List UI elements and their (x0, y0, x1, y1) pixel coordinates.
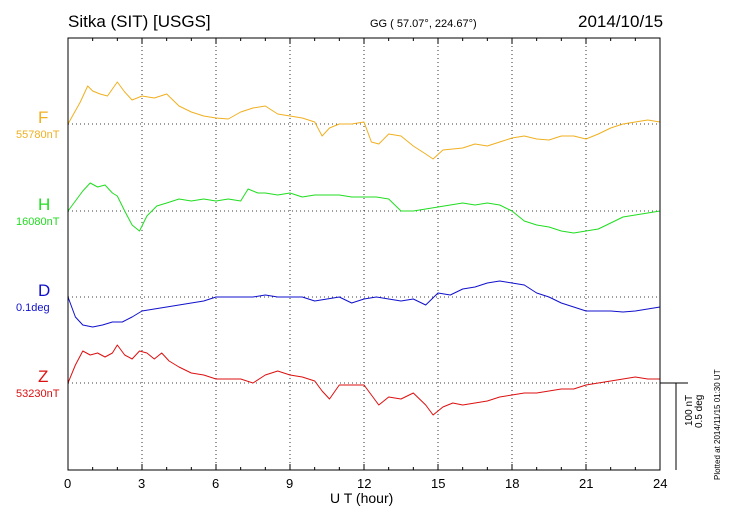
series-Z-label: Z (38, 367, 49, 386)
x-tick-label-0: 0 (64, 476, 72, 491)
x-tick-label-18: 18 (505, 476, 520, 491)
x-tick-label-9: 9 (286, 476, 294, 491)
series-F-baseline-value: 55780nT (16, 129, 60, 141)
series-Z-trace (67, 344, 660, 416)
plotted-at-note: Plotted at 2014/11/15 01:30 UT (713, 369, 722, 480)
scale-bar (660, 382, 688, 470)
series-D-label: D (38, 281, 51, 300)
x-tick-label-24: 24 (653, 476, 668, 491)
series-H-label: H (38, 195, 51, 214)
plot-date: 2014/10/15 (578, 12, 664, 31)
x-tick-label-15: 15 (431, 476, 446, 491)
series-D-baseline-value: 0.1deg (16, 302, 50, 314)
series-F-label: F (38, 108, 49, 127)
x-tick-label-3: 3 (138, 476, 146, 491)
station-title: Sitka (SIT) [USGS] (68, 12, 211, 31)
x-tick-label-21: 21 (579, 476, 594, 491)
x-tick-label-12: 12 (357, 476, 372, 491)
series-H-baseline-value: 16080nT (16, 216, 60, 228)
series-Z-baseline-value: 53230nT (16, 388, 60, 400)
series-D-trace (67, 280, 661, 328)
series-H-trace (67, 182, 661, 234)
x-axis-label: U T (hour) (330, 490, 394, 506)
series-F-trace (67, 81, 661, 160)
station-coords: GG ( 57.07°, 224.67°) (370, 18, 477, 30)
x-tick-label-6: 6 (212, 476, 220, 491)
scale-label-deg: 0.5 deg (694, 394, 705, 428)
